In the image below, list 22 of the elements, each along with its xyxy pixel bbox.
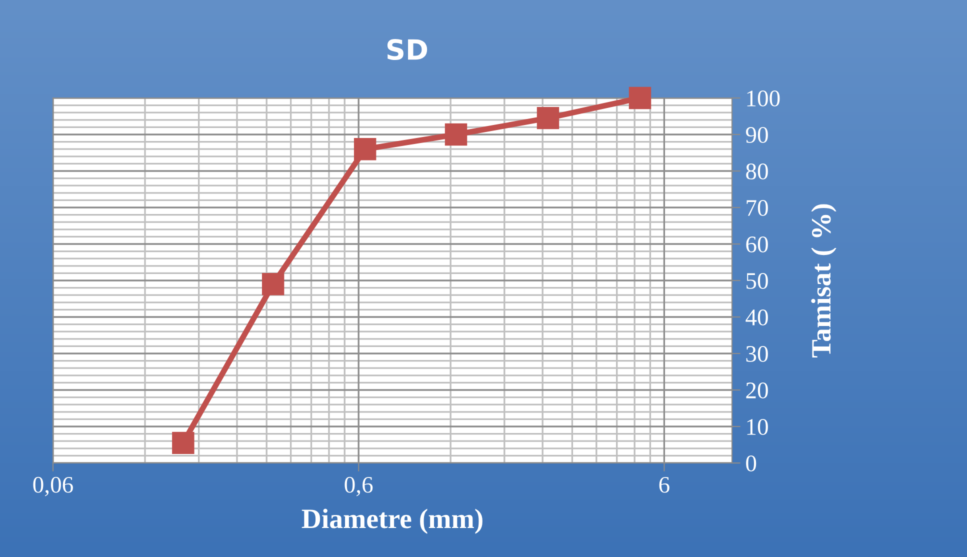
y-tick-label: 30 bbox=[746, 346, 768, 362]
x-tick-label: 6 bbox=[659, 476, 670, 493]
point bbox=[262, 273, 284, 296]
y-tick-label: 90 bbox=[746, 126, 768, 143]
y-tick-label: 60 bbox=[746, 236, 768, 252]
point bbox=[628, 86, 652, 110]
x-tick-label: 0,06 bbox=[33, 476, 73, 496]
point bbox=[444, 123, 468, 146]
y-axis-title: Tamisat ( %) bbox=[811, 204, 836, 358]
y-tick-label: 80 bbox=[746, 163, 768, 180]
y-tick-label: 50 bbox=[746, 272, 768, 289]
y-tick-label: 100 bbox=[747, 90, 780, 106]
y-tick-label: 0 bbox=[746, 455, 756, 472]
x-axis-title: Diametre (mm) bbox=[302, 508, 482, 534]
point bbox=[536, 106, 560, 130]
y-tick-label: 10 bbox=[747, 418, 768, 435]
point bbox=[354, 138, 376, 160]
y-tick-label: 40 bbox=[746, 309, 768, 326]
y-tick-label: 20 bbox=[746, 382, 768, 398]
y-tick-label: 70 bbox=[746, 200, 768, 216]
x-tick-label: 0,6 bbox=[344, 476, 373, 496]
chart-title: SD bbox=[387, 39, 428, 60]
